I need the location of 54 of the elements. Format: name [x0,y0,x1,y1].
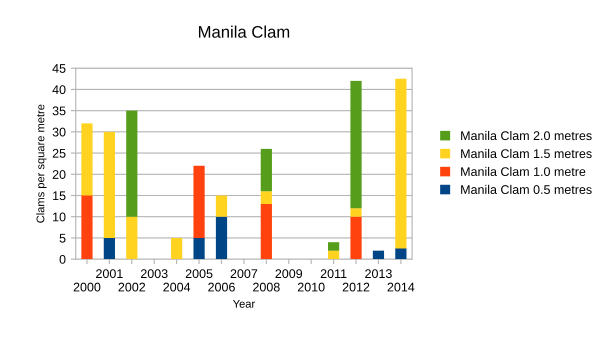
bar [216,196,228,217]
x-tick-label: 2013 [365,269,392,278]
legend-label: Manila Clam 2.0 metres [461,130,592,140]
x-tick-label: 2008 [253,282,280,292]
y-tick-label: 35 [52,106,66,116]
bar [395,248,406,260]
bar [328,250,340,260]
y-tick-label: 20 [52,170,66,179]
bar [372,250,384,260]
y-tick-label: 15 [53,191,66,200]
bar [126,110,138,217]
bar [350,216,362,260]
bar [104,238,115,260]
y-tick-label: 40 [52,85,66,94]
x-tick-label: 2006 [208,282,235,292]
x-tick-label: 2000 [74,282,100,292]
bar [260,204,272,260]
bar [350,208,362,217]
y-tick-label: 25 [52,148,66,158]
chart-title: Manila Clam [198,26,290,38]
x-tick-label: 2004 [163,282,190,292]
x-tick-label: 2014 [388,282,414,292]
x-tick-label: 2003 [140,269,168,278]
x-tick-label: 2011 [320,269,346,278]
bar [328,242,340,251]
bar [104,132,115,238]
bar [260,191,272,204]
y-tick-label: 45 [52,64,66,73]
legend-label: Manila Clam 0.5 metres [461,184,592,194]
x-tick-label: 2010 [298,282,325,292]
bar [171,238,182,260]
x-axis-title: Year [232,300,255,308]
y-axis-title: Clams per square metre [36,104,47,223]
legend-label: Manila Clam 1.5 metres [461,148,592,158]
bar [81,123,93,196]
bar [350,80,362,208]
bar [216,216,228,260]
x-tick-label: 2012 [342,282,370,292]
bar [126,216,138,260]
bar [81,196,93,260]
x-tick-label: 2005 [186,269,212,278]
x-tick-label: 2009 [275,269,302,278]
y-tick-label: 5 [60,234,66,243]
bar [193,238,205,260]
x-tick-label: 2001 [96,269,123,278]
y-tick-label: 30 [52,128,66,137]
bar [395,78,406,249]
x-tick-label: 2007 [230,269,258,278]
y-tick-label: 0 [60,254,66,264]
y-tick-label: 10 [53,212,66,222]
x-tick-label: 2002 [118,282,146,292]
bar [260,148,272,192]
legend-label: Manila Clam 1.0 metre [461,166,586,176]
bar [193,166,205,238]
